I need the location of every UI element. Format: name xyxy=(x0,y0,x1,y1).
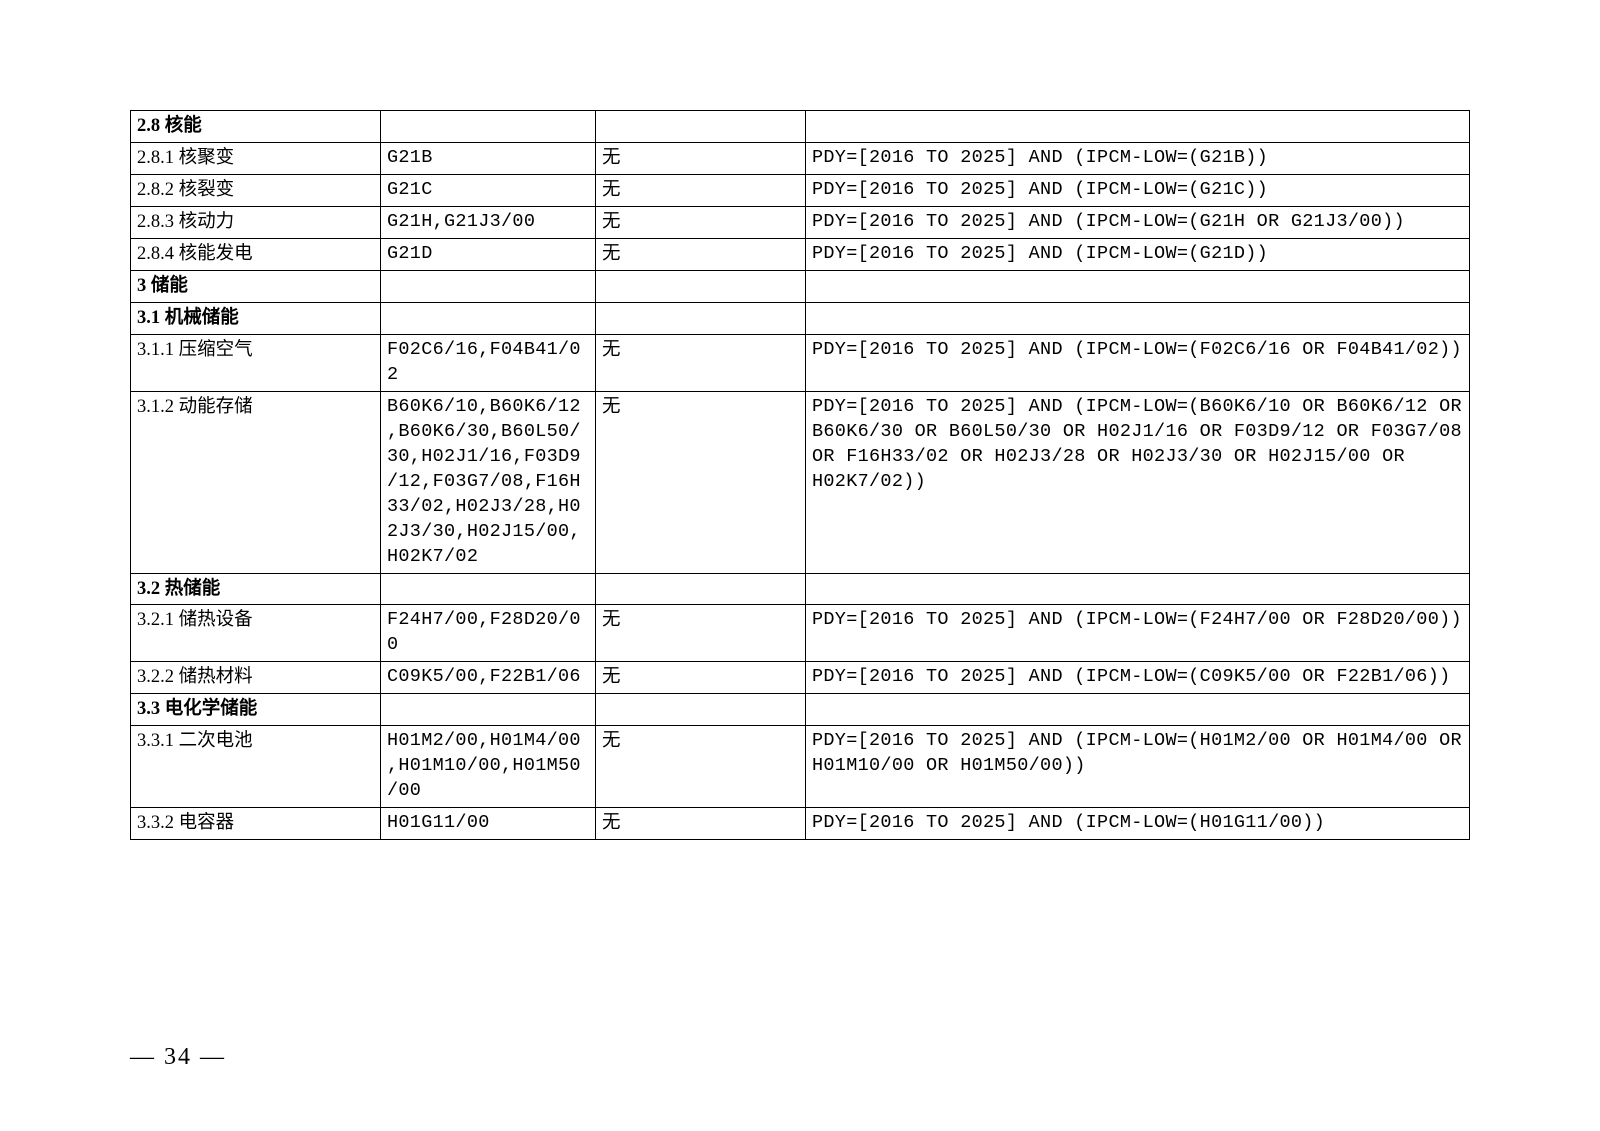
table-cell: 3.3 电化学储能 xyxy=(131,694,381,726)
table-cell: 无 xyxy=(596,206,806,238)
table-cell: 3.2 热储能 xyxy=(131,573,381,605)
table-cell xyxy=(596,270,806,302)
table-cell: 2.8.4 核能发电 xyxy=(131,238,381,270)
table-cell: 无 xyxy=(596,142,806,174)
table-cell: B60K6/10,B60K6/12,B60K6/30,B60L50/30,H02… xyxy=(381,391,596,573)
table-cell xyxy=(596,573,806,605)
table-row: 3.1 机械储能 xyxy=(131,302,1470,334)
table-cell: 无 xyxy=(596,391,806,573)
table-cell: 2.8 核能 xyxy=(131,111,381,143)
table-row: 3.1.2 动能存储B60K6/10,B60K6/12,B60K6/30,B60… xyxy=(131,391,1470,573)
table-cell xyxy=(596,302,806,334)
table-cell: H01M2/00,H01M4/00,H01M10/00,H01M50/00 xyxy=(381,726,596,808)
table-row: 3.3.2 电容器H01G11/00无PDY=[2016 TO 2025] AN… xyxy=(131,808,1470,840)
table-cell: G21C xyxy=(381,174,596,206)
table-cell: 3 储能 xyxy=(131,270,381,302)
table-cell xyxy=(806,270,1470,302)
table-cell: 3.2.2 储热材料 xyxy=(131,662,381,694)
table-row: 3.2.2 储热材料C09K5/00,F22B1/06无PDY=[2016 TO… xyxy=(131,662,1470,694)
table-row: 2.8.1 核聚变G21B无PDY=[2016 TO 2025] AND (IP… xyxy=(131,142,1470,174)
table-cell: PDY=[2016 TO 2025] AND (IPCM-LOW=(F24H7/… xyxy=(806,605,1470,662)
table-cell: 无 xyxy=(596,662,806,694)
table-cell xyxy=(806,302,1470,334)
table-cell: PDY=[2016 TO 2025] AND (IPCM-LOW=(H01G11… xyxy=(806,808,1470,840)
table-cell xyxy=(381,111,596,143)
table-cell: PDY=[2016 TO 2025] AND (IPCM-LOW=(B60K6/… xyxy=(806,391,1470,573)
table-row: 3.2.1 储热设备F24H7/00,F28D20/00无PDY=[2016 T… xyxy=(131,605,1470,662)
table-cell: 3.2.1 储热设备 xyxy=(131,605,381,662)
table-row: 3.3 电化学储能 xyxy=(131,694,1470,726)
table-cell xyxy=(381,573,596,605)
table-cell: 3.1.1 压缩空气 xyxy=(131,334,381,391)
table-cell xyxy=(806,694,1470,726)
table-cell: 2.8.2 核裂变 xyxy=(131,174,381,206)
table-cell: C09K5/00,F22B1/06 xyxy=(381,662,596,694)
table-cell xyxy=(806,111,1470,143)
table-cell: 3.3.1 二次电池 xyxy=(131,726,381,808)
table-row: 2.8.3 核动力G21H,G21J3/00无PDY=[2016 TO 2025… xyxy=(131,206,1470,238)
table-cell: PDY=[2016 TO 2025] AND (IPCM-LOW=(C09K5/… xyxy=(806,662,1470,694)
table-cell: 3.3.2 电容器 xyxy=(131,808,381,840)
table-cell xyxy=(381,302,596,334)
table-cell: 3.1.2 动能存储 xyxy=(131,391,381,573)
table-cell: G21B xyxy=(381,142,596,174)
table-cell xyxy=(381,694,596,726)
table-cell: F24H7/00,F28D20/00 xyxy=(381,605,596,662)
table-cell: 无 xyxy=(596,726,806,808)
table-cell xyxy=(596,694,806,726)
table-cell xyxy=(596,111,806,143)
table-cell: PDY=[2016 TO 2025] AND (IPCM-LOW=(H01M2/… xyxy=(806,726,1470,808)
table-row: 3 储能 xyxy=(131,270,1470,302)
page-number: — 34 — xyxy=(130,1044,226,1071)
table-cell: PDY=[2016 TO 2025] AND (IPCM-LOW=(G21B)) xyxy=(806,142,1470,174)
table-row: 2.8.2 核裂变G21C无PDY=[2016 TO 2025] AND (IP… xyxy=(131,174,1470,206)
table-cell: 无 xyxy=(596,605,806,662)
table-cell: 3.1 机械储能 xyxy=(131,302,381,334)
table-cell xyxy=(381,270,596,302)
table-cell: 2.8.1 核聚变 xyxy=(131,142,381,174)
table-row: 3.2 热储能 xyxy=(131,573,1470,605)
table-cell: PDY=[2016 TO 2025] AND (IPCM-LOW=(G21H O… xyxy=(806,206,1470,238)
table-cell: 无 xyxy=(596,334,806,391)
table-row: 3.3.1 二次电池H01M2/00,H01M4/00,H01M10/00,H0… xyxy=(131,726,1470,808)
table-cell: PDY=[2016 TO 2025] AND (IPCM-LOW=(G21D)) xyxy=(806,238,1470,270)
table-cell: G21H,G21J3/00 xyxy=(381,206,596,238)
table-cell: F02C6/16,F04B41/02 xyxy=(381,334,596,391)
table-cell: 2.8.3 核动力 xyxy=(131,206,381,238)
table-cell xyxy=(806,573,1470,605)
table-cell: 无 xyxy=(596,808,806,840)
table-cell: 无 xyxy=(596,238,806,270)
table-cell: PDY=[2016 TO 2025] AND (IPCM-LOW=(G21C)) xyxy=(806,174,1470,206)
classification-table: 2.8 核能2.8.1 核聚变G21B无PDY=[2016 TO 2025] A… xyxy=(130,110,1470,840)
table-cell: 无 xyxy=(596,174,806,206)
table-cell: H01G11/00 xyxy=(381,808,596,840)
table-cell: PDY=[2016 TO 2025] AND (IPCM-LOW=(F02C6/… xyxy=(806,334,1470,391)
table-cell: G21D xyxy=(381,238,596,270)
table-row: 2.8.4 核能发电G21D无PDY=[2016 TO 2025] AND (I… xyxy=(131,238,1470,270)
table-row: 3.1.1 压缩空气F02C6/16,F04B41/02无PDY=[2016 T… xyxy=(131,334,1470,391)
table-row: 2.8 核能 xyxy=(131,111,1470,143)
